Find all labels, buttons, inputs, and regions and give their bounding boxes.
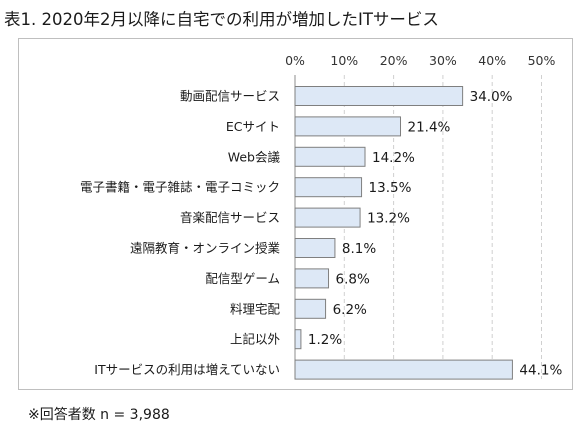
x-tick-label: 40% [478, 53, 506, 68]
bar [294, 329, 302, 350]
x-tick-label: 0% [285, 53, 305, 68]
bar [294, 177, 363, 198]
data-label: 13.2% [367, 211, 410, 227]
x-tick-label: 50% [528, 53, 556, 68]
category-label: 音楽配信サービス [180, 210, 280, 225]
bar [294, 86, 464, 106]
category-label: 動画配信サービス [180, 89, 280, 104]
x-tick-label: 20% [380, 53, 408, 68]
data-label: 34.0% [470, 89, 513, 105]
data-label: 14.2% [372, 150, 415, 166]
page-title: 表1. 2020年2月以降に自宅での利用が増加したITサービス [4, 10, 439, 29]
x-tick-label: 10% [330, 53, 358, 68]
data-label: 1.2% [308, 332, 342, 348]
category-label: 料理宅配 [230, 301, 281, 316]
data-label: 6.8% [336, 271, 370, 287]
category-label: 配信型ゲーム [205, 271, 280, 286]
bar [294, 116, 402, 137]
footnote: ※回答者数 n = 3,988 [28, 407, 170, 423]
data-label: 13.5% [369, 180, 412, 196]
category-label: 電子書籍・電子雑誌・電子コミック [80, 180, 280, 195]
bar [294, 359, 513, 380]
data-label: 21.4% [408, 119, 451, 135]
chart-frame: 0% 10% 20% 30% 40% 50% 動画配信サービス 34.0% ECサイト 21.4%… [18, 38, 573, 390]
category-label: Web会議 [228, 149, 281, 164]
bar [294, 207, 361, 228]
data-label: 8.1% [342, 241, 376, 257]
x-tick-label: 30% [429, 53, 457, 68]
category-label: ITサービスの利用は増えていない [94, 362, 280, 377]
data-label: 44.1% [519, 363, 562, 379]
category-label: 遠隔教育・オンライン授業 [130, 241, 281, 256]
bar [294, 298, 327, 319]
category-label: ECサイト [226, 119, 280, 134]
bar [294, 268, 330, 289]
bar-chart: 0% 10% 20% 30% 40% 50% 動画配信サービス 34.0% ECサイト 21.4%… [80, 53, 562, 380]
category-label: 上記以外 [230, 332, 281, 347]
bar [294, 238, 336, 258]
bar [294, 146, 366, 167]
data-label: 6.2% [333, 302, 367, 318]
